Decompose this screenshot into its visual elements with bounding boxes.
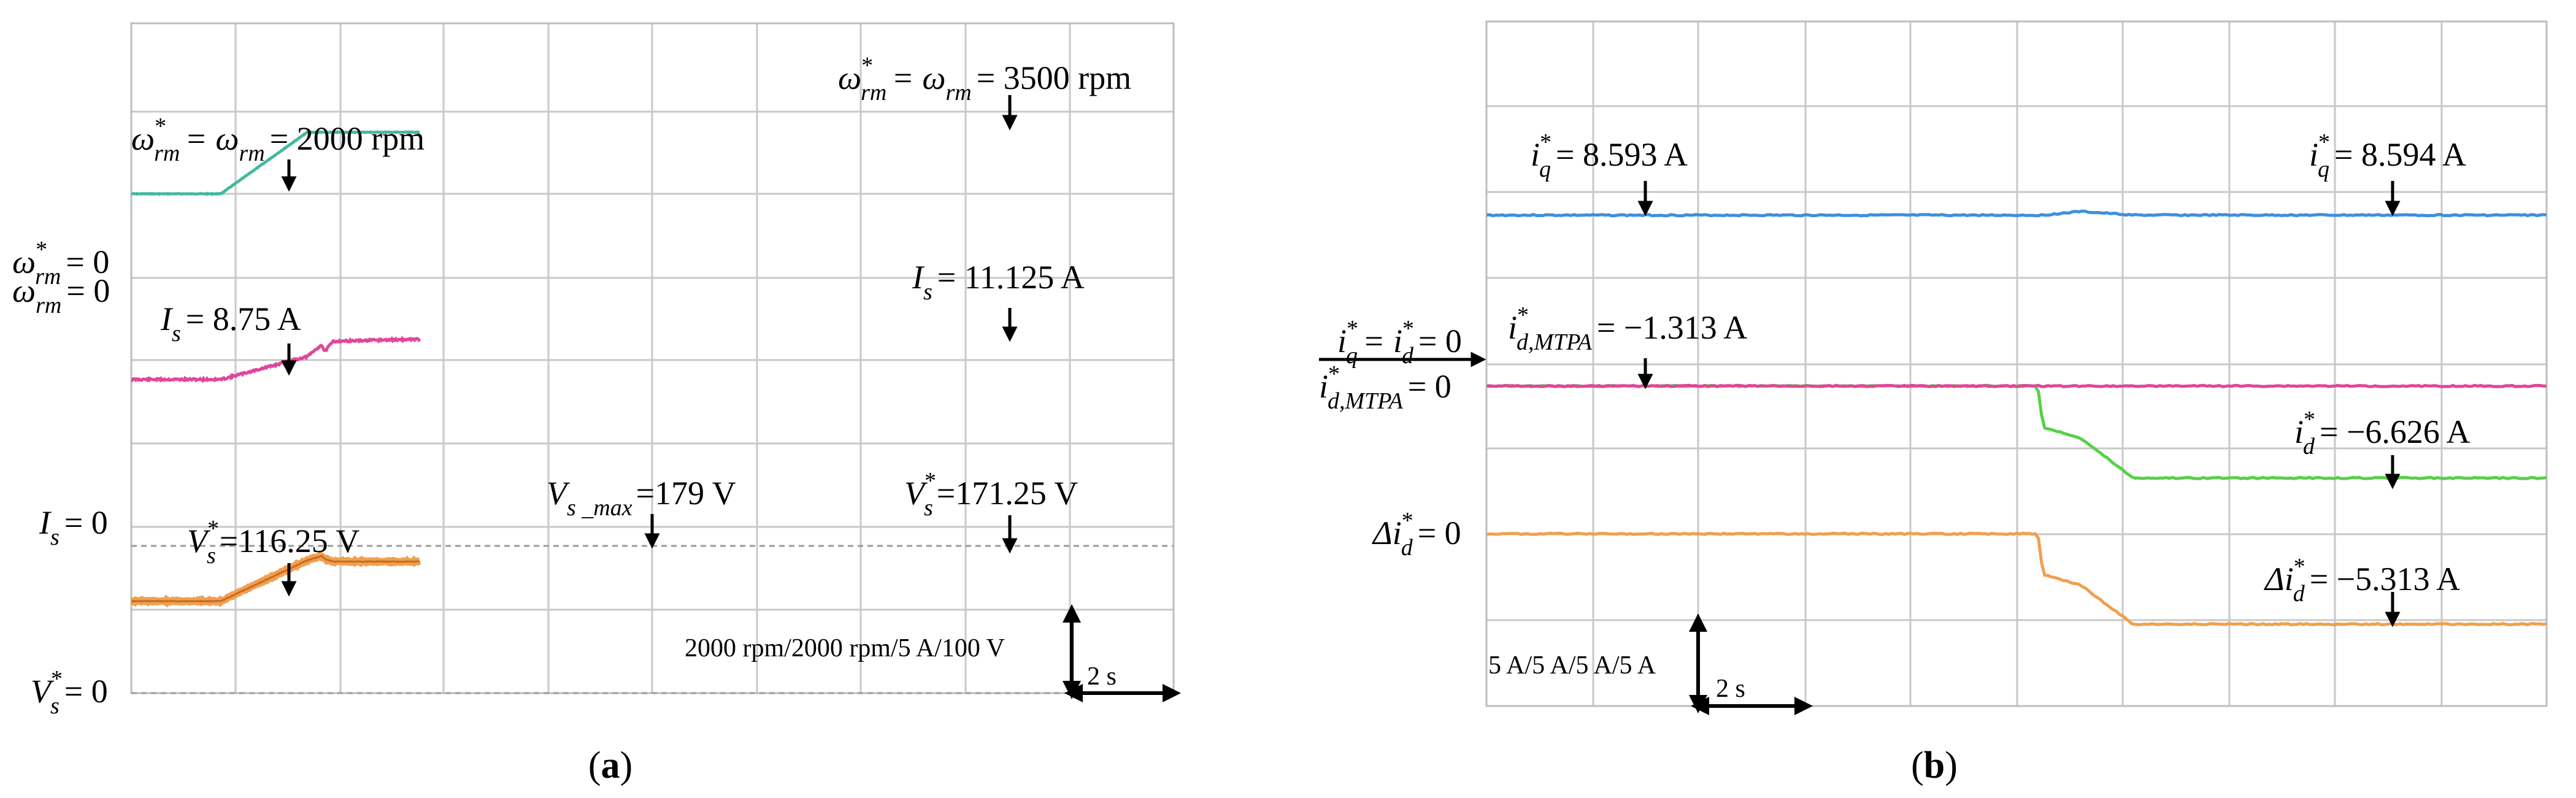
annotation-id-mtpa: i* d,MTPA = −1.313 A: [1508, 302, 1747, 355]
annotation-voltage-max: Vs _max =179 V: [547, 475, 736, 521]
annotation-current-8.75: Is = 8.75 A: [160, 301, 301, 347]
zero-label-speed: ωrm = 0: [12, 272, 110, 318]
voltage-trace-core: [131, 554, 420, 603]
annotation-voltage-171.25: V* s =171.25 V: [904, 468, 1078, 521]
time-scale-label-a: 2 s: [1087, 662, 1117, 691]
zero-label-iq-id: i* q = i* d = 0: [1337, 316, 1462, 369]
zero-label-delta-id: Δi* d = 0: [1372, 508, 1461, 561]
zero-label-id-mtpa: i* d,MTPA = 0: [1319, 361, 1451, 414]
annotation-id-ref: i* d = −6.626 A: [2294, 407, 2470, 459]
annotation-iq-8.593: i* q = 8.593 A: [1531, 129, 1688, 182]
panel-b-caption: (b): [1911, 745, 1958, 786]
panel-a: ω* rm = 0 ωrm = 0 Is = 0 V* s = 0 ω* rm = ωrm = 2…: [12, 22, 1181, 786]
current-magnitude-trace: [131, 336, 421, 383]
id-mtpa-trace: [1486, 383, 2547, 388]
time-scale-label-b: 2 s: [1716, 675, 1745, 703]
zero-label-speed-ref: ω* rm = 0: [12, 237, 109, 290]
panel-a-caption: (a): [588, 745, 632, 786]
panel-b: i* q = i* d = 0 i* d,MTPA = 0 Δi* d = 0 i* q = 8.5…: [1319, 20, 2548, 786]
annotation-current-11.125: Is = 11.125 A: [912, 259, 1085, 305]
iq-reference-trace: [1486, 209, 2547, 218]
panel-b-frame: [1485, 20, 2548, 707]
annotation-delta-id: Δi* d = −5.313 A: [2264, 554, 2460, 607]
annotation-speed-2000: ω* rm = ωrm = 2000 rpm: [131, 113, 425, 166]
speed-trace: [131, 129, 420, 197]
amplitude-scale-label-b: 5 A/5 A/5 A/5 A: [1488, 651, 1656, 680]
annotation-iq-8.594: i* q = 8.594 A: [2309, 129, 2466, 182]
annotation-speed-3500: ω* rm = ωrm = 3500 rpm: [838, 53, 1131, 106]
zero-label-current: Is = 0: [39, 504, 108, 550]
amplitude-scale-label-a: 2000 rpm/2000 rpm/5 A/100 V: [685, 634, 1005, 662]
voltage-reference-trace: [130, 550, 421, 608]
annotation-voltage-116.25: V* s =116.25 V: [187, 516, 359, 569]
zero-label-voltage: V* s = 0: [31, 666, 108, 719]
delta-id-trace: [1486, 531, 2547, 627]
